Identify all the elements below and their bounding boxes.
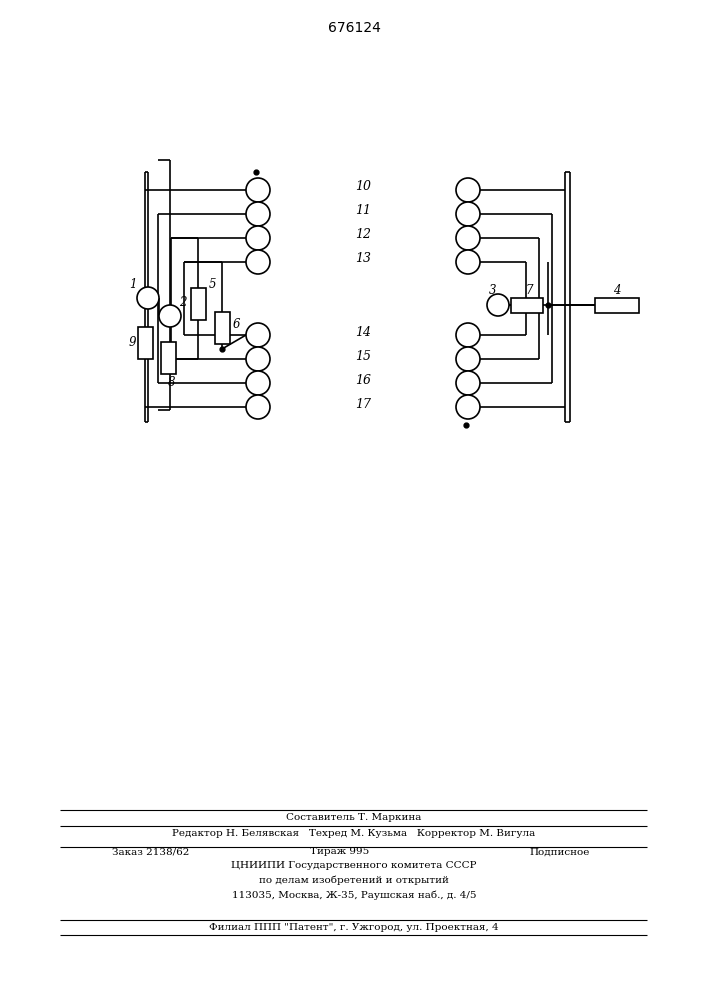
- Text: Тираж 995: Тираж 995: [310, 848, 370, 856]
- Text: Заказ 2138/62: Заказ 2138/62: [112, 848, 189, 856]
- Text: 16: 16: [355, 373, 371, 386]
- Circle shape: [456, 250, 480, 274]
- Bar: [595, 298, 639, 312]
- Circle shape: [246, 250, 270, 274]
- Text: Филиал ППП "Патент", г. Ужгород, ул. Проектная, 4: Филиал ППП "Патент", г. Ужгород, ул. Про…: [209, 924, 499, 932]
- Circle shape: [456, 371, 480, 395]
- Circle shape: [246, 226, 270, 250]
- Text: Редактор Н. Белявская   Техред М. Кузьма   Корректор М. Вигула: Редактор Н. Белявская Техред М. Кузьма К…: [173, 828, 536, 838]
- Circle shape: [246, 178, 270, 202]
- Bar: [511, 298, 543, 312]
- Circle shape: [137, 287, 159, 309]
- Text: 3: 3: [489, 284, 497, 296]
- Text: 12: 12: [355, 229, 371, 241]
- Text: 676124: 676124: [327, 21, 380, 35]
- Text: 10: 10: [355, 180, 371, 194]
- Circle shape: [456, 395, 480, 419]
- Text: 15: 15: [355, 350, 371, 362]
- Circle shape: [456, 226, 480, 250]
- Circle shape: [456, 347, 480, 371]
- Bar: [214, 312, 230, 344]
- Circle shape: [159, 305, 181, 327]
- Circle shape: [456, 323, 480, 347]
- Text: Подписное: Подписное: [530, 848, 590, 856]
- Circle shape: [246, 395, 270, 419]
- Text: 5: 5: [209, 277, 216, 290]
- Text: 8: 8: [168, 375, 176, 388]
- Text: по делам изобретений и открытий: по делам изобретений и открытий: [259, 875, 449, 885]
- Text: 11: 11: [355, 205, 371, 218]
- Circle shape: [246, 347, 270, 371]
- Circle shape: [456, 178, 480, 202]
- Text: ЦНИИПИ Государственного комитета СССР: ЦНИИПИ Государственного комитета СССР: [231, 861, 477, 870]
- Text: 14: 14: [355, 326, 371, 338]
- Text: 2: 2: [180, 296, 187, 310]
- Bar: [137, 327, 153, 359]
- Text: 17: 17: [355, 397, 371, 410]
- Text: Составитель Т. Маркина: Составитель Т. Маркина: [286, 814, 421, 822]
- Text: 113035, Москва, Ж-35, Раушская наб., д. 4/5: 113035, Москва, Ж-35, Раушская наб., д. …: [232, 890, 477, 900]
- Text: 7: 7: [525, 284, 533, 298]
- Text: 6: 6: [233, 318, 240, 332]
- Bar: [160, 342, 175, 374]
- Circle shape: [246, 323, 270, 347]
- Circle shape: [487, 294, 509, 316]
- Circle shape: [456, 202, 480, 226]
- Bar: [190, 288, 206, 320]
- Text: 13: 13: [355, 252, 371, 265]
- Circle shape: [246, 202, 270, 226]
- Text: 9: 9: [128, 336, 136, 350]
- Text: 1: 1: [129, 278, 136, 292]
- Circle shape: [246, 371, 270, 395]
- Text: 4: 4: [613, 284, 621, 298]
